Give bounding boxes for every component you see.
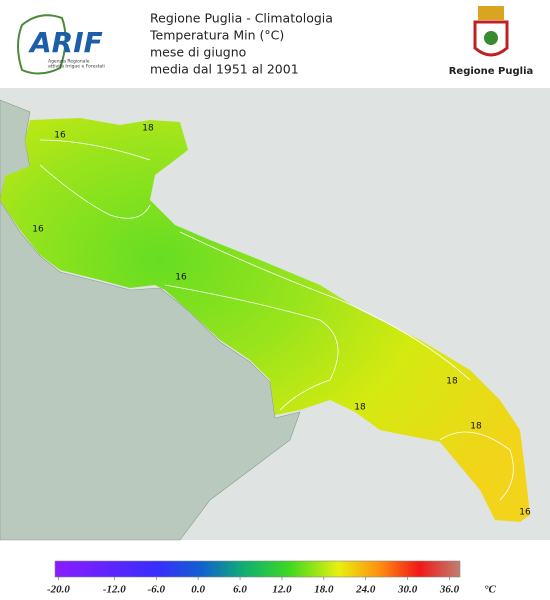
logo-name: ARIF xyxy=(28,26,103,59)
logo-subtitle: Agenzia Regionale xyxy=(48,59,90,65)
colorbar-tick-label: 18.0 xyxy=(314,584,334,596)
header-line: Regione Puglia - Climatologia xyxy=(150,11,333,26)
colorbar-tick-label: 12.0 xyxy=(272,584,292,596)
header-line: media dal 1951 al 2001 xyxy=(150,62,299,77)
contour-label: 18 xyxy=(354,403,366,413)
contour-label: 16 xyxy=(175,273,187,283)
colorbar xyxy=(54,560,461,578)
colorbar-tick-label: -20.0 xyxy=(47,584,70,596)
logo-right-name: Regione Puglia xyxy=(449,66,534,77)
contour-label: 18 xyxy=(470,422,482,432)
contour-label: 18 xyxy=(142,124,154,134)
puglia-temperature xyxy=(0,118,530,522)
header-line: mese di giugno xyxy=(150,45,246,60)
colorbar-tick-label: 24.0 xyxy=(355,584,376,596)
colorbar-tick-label: 0.0 xyxy=(191,584,205,596)
logo-outline xyxy=(17,14,67,75)
contour-18 xyxy=(179,231,514,501)
contour-label: 16 xyxy=(519,508,531,518)
contour-label: 16 xyxy=(54,131,66,141)
crest-tree xyxy=(484,31,498,45)
crest-crown xyxy=(478,6,504,20)
contour-label: 18 xyxy=(446,377,458,387)
colorbar-tick-label: 6.0 xyxy=(233,584,247,596)
colorbar-tick-label: -12.0 xyxy=(103,584,126,596)
contour-16 xyxy=(39,139,339,411)
legend-unit: °C xyxy=(484,584,496,596)
header-line: Temperatura Min (°C) xyxy=(149,28,284,43)
logo-subtitle: attività Irrigue e Forestali xyxy=(48,63,105,70)
colorbar-tick-label: -6.0 xyxy=(148,584,166,596)
colorbar-tick-label: 36.0 xyxy=(439,584,460,596)
colorbar-tick-label: 30.0 xyxy=(397,584,418,596)
contour-label: 16 xyxy=(32,225,44,235)
